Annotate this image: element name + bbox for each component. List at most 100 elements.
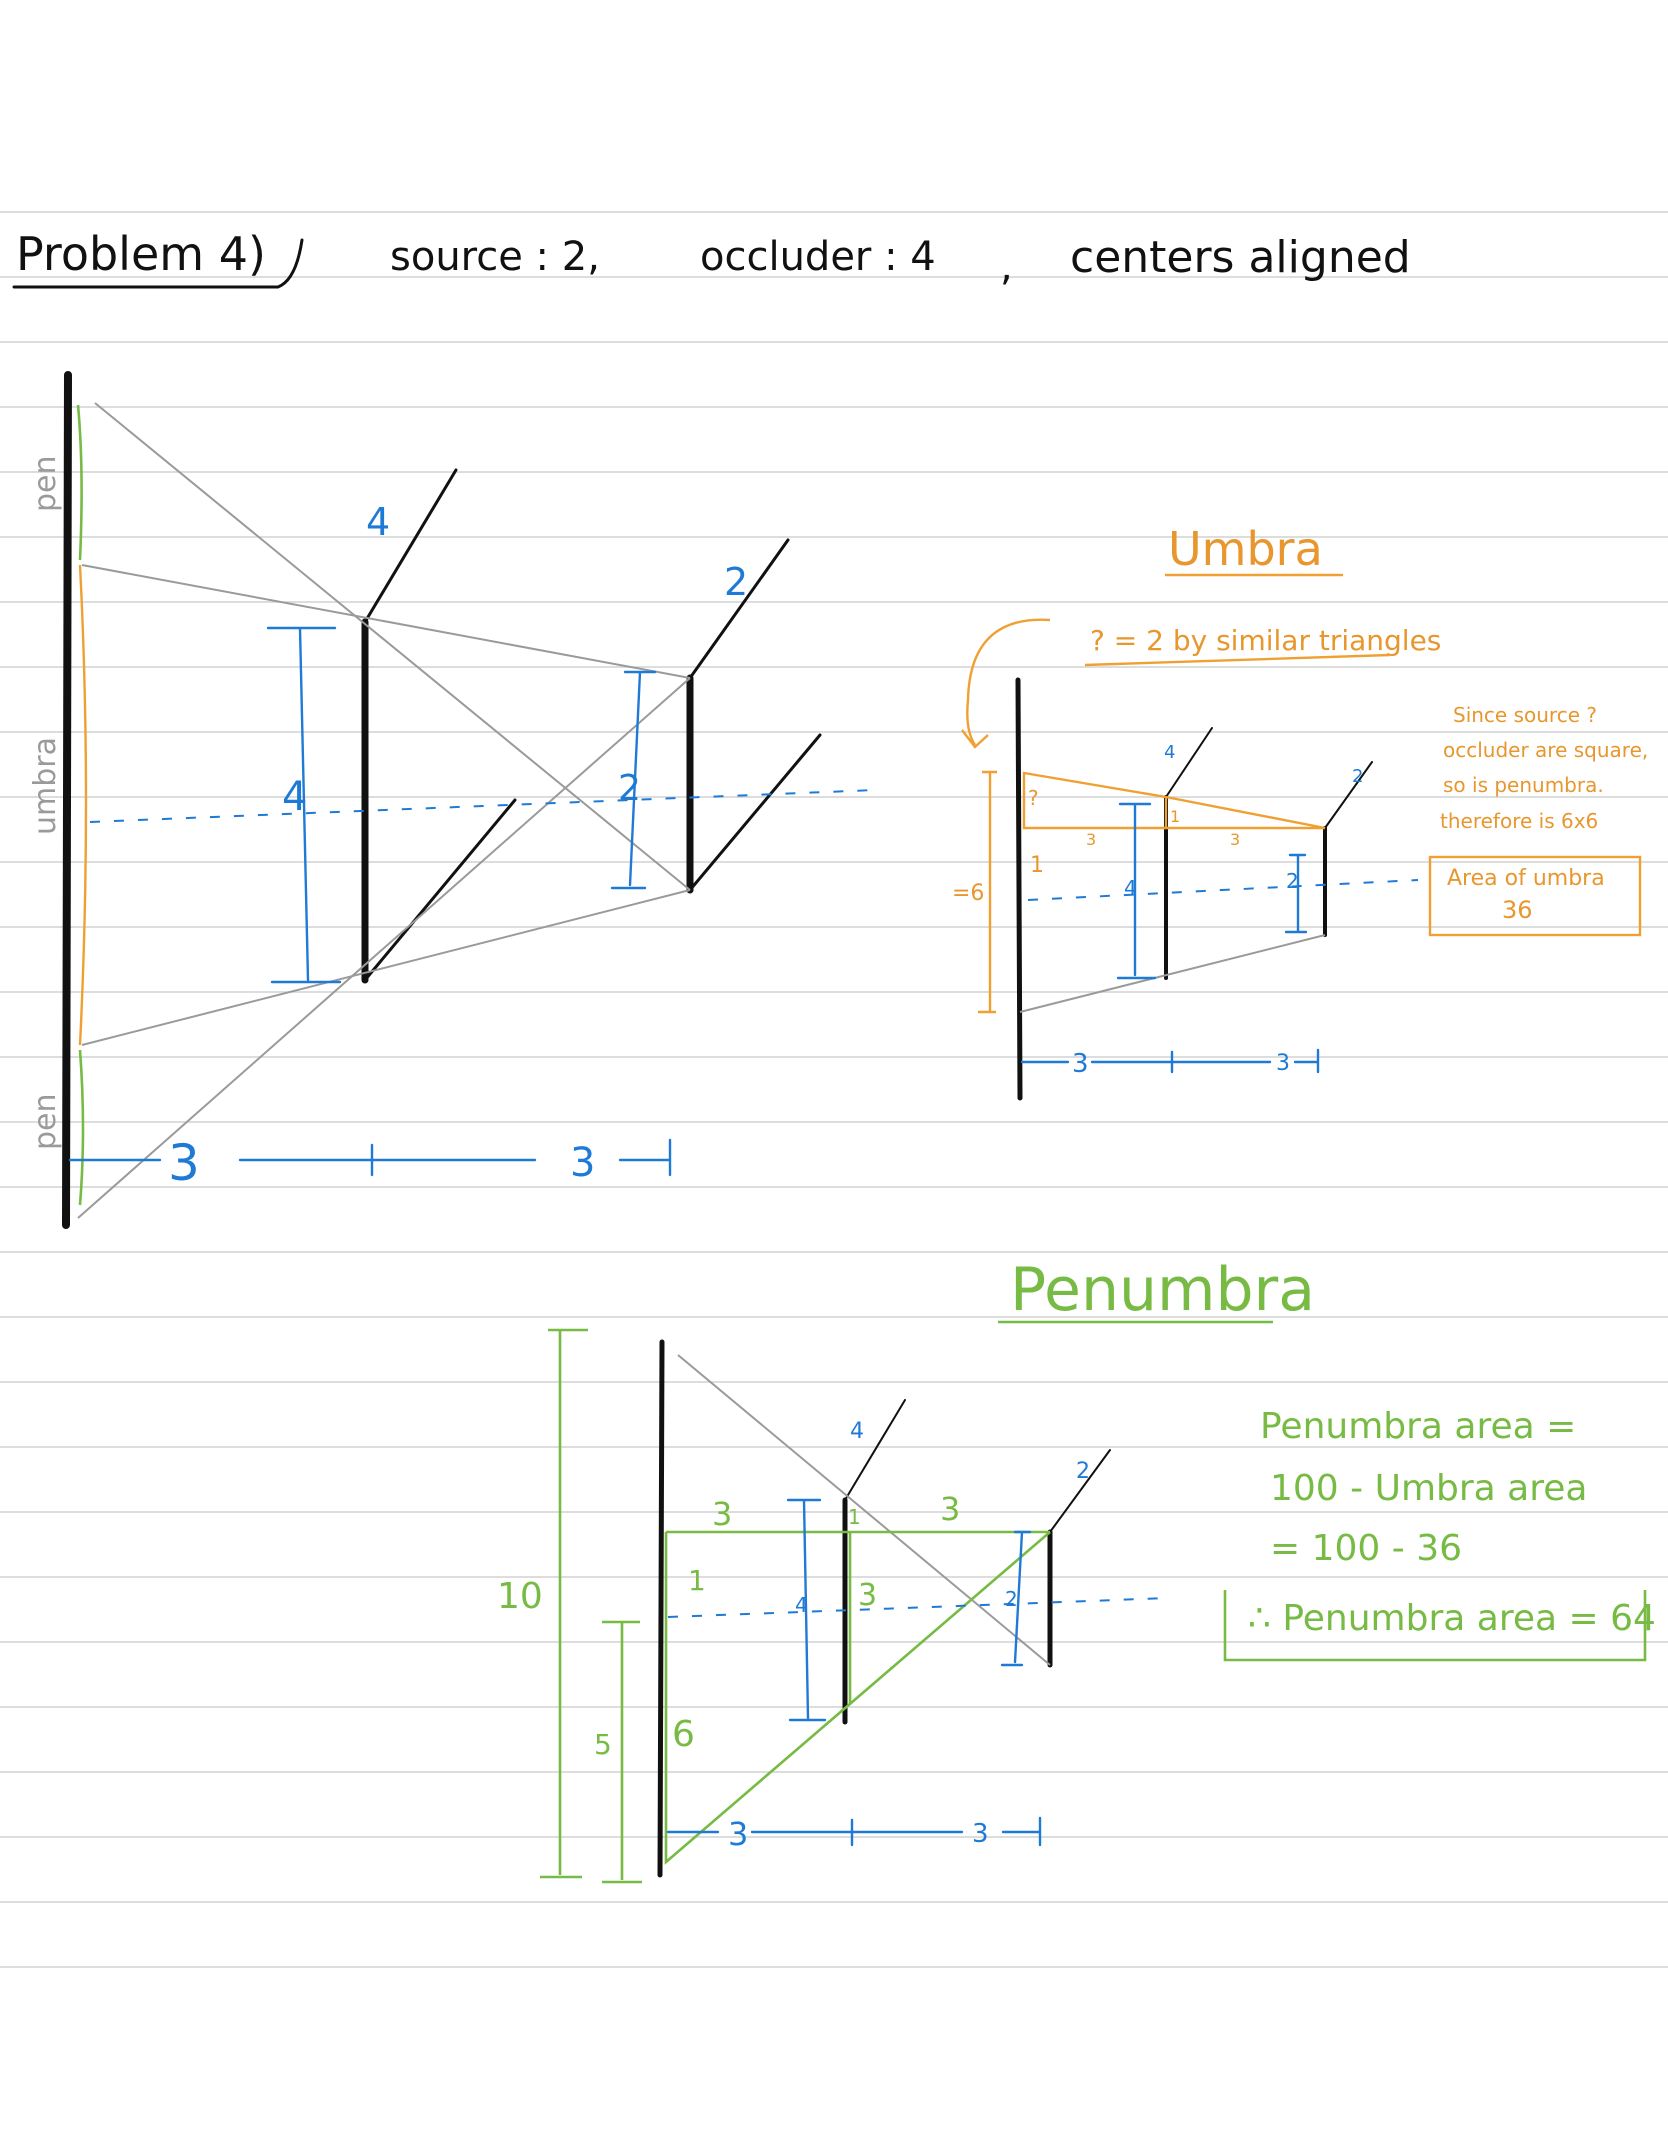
penumbra-source-bracket bbox=[1000, 1530, 1032, 1667]
umbra-dist-left: 3 bbox=[1072, 1049, 1089, 1079]
side-label-pen-bottom: pen bbox=[28, 1093, 63, 1150]
umbra-diagram: Umbra ? = 2 by similar triangles ? 1 3 3… bbox=[952, 522, 1648, 1101]
penumbra-calc-3: = 100 - 36 bbox=[1270, 1528, 1462, 1569]
umbra-explanation-2: occluder are square, bbox=[1443, 738, 1648, 762]
penumbra-result-box bbox=[1223, 1590, 1647, 1662]
umbra-dist-right: 3 bbox=[1276, 1051, 1290, 1076]
shadow-ray bbox=[1019, 934, 1326, 1013]
similar-triangle bbox=[1022, 771, 1326, 830]
umbra-region bbox=[78, 564, 88, 1046]
projection-plane bbox=[62, 371, 72, 1229]
penumbra-three-a: 3 bbox=[712, 1495, 732, 1533]
perspective-ray bbox=[688, 538, 790, 680]
perspective-ray bbox=[844, 1399, 906, 1501]
shadow-ray bbox=[77, 677, 691, 1219]
distance-line bbox=[68, 1138, 672, 1177]
occluder-height-label: 4 bbox=[282, 774, 307, 820]
penumbra-source-size: 2 bbox=[1076, 1459, 1090, 1484]
penumbra-three-c: 3 bbox=[858, 1578, 877, 1613]
umbra-title: Umbra bbox=[1168, 522, 1323, 576]
perspective-ray bbox=[363, 468, 458, 624]
side-label-pen-top: pen bbox=[28, 455, 63, 512]
shadow-ray bbox=[81, 889, 691, 1046]
source-spec: source : 2, bbox=[390, 234, 600, 280]
penumbra-occluder-size: 4 bbox=[850, 1419, 864, 1444]
penumbra-dist-right: 3 bbox=[972, 1819, 989, 1849]
header-comma: , bbox=[1000, 244, 1013, 290]
umbra-explanation-1: Since source ? bbox=[1453, 703, 1597, 727]
umbra-one-b: 1 bbox=[1030, 853, 1044, 878]
triangle-one: 1 bbox=[1170, 807, 1180, 826]
triangle-q: ? bbox=[1028, 786, 1039, 810]
perspective-ray bbox=[1165, 727, 1213, 798]
umbra-area-value: 36 bbox=[1502, 896, 1533, 924]
penumbra-occluder-bracket bbox=[786, 1498, 827, 1722]
umbra-area-label: Area of umbra bbox=[1447, 866, 1605, 891]
umbra-occluder-bracket bbox=[1116, 802, 1157, 980]
penumbra-calc-2: 100 - Umbra area bbox=[1270, 1468, 1587, 1509]
penumbra-five: 5 bbox=[594, 1728, 612, 1761]
umbra-distance-line bbox=[1020, 1048, 1320, 1074]
umbra-total: =6 bbox=[952, 881, 984, 906]
penumbra-one-a: 1 bbox=[848, 1505, 861, 1529]
penumbra-title: Penumbra bbox=[1010, 1255, 1315, 1325]
occluder-size-label: 4 bbox=[366, 500, 390, 544]
triangle-three-a: 3 bbox=[1086, 830, 1096, 849]
main-diagram: 4 2 4 2 pen umbra pen 3 3 bbox=[28, 371, 876, 1229]
dist-right-label: 3 bbox=[570, 1140, 595, 1186]
penumbra-occluder-height: 4 bbox=[795, 1593, 808, 1617]
perspective-ray bbox=[363, 798, 517, 982]
umbra-area-box bbox=[1428, 855, 1642, 937]
umbra-arrow bbox=[961, 618, 1051, 749]
penumbra-one-b: 1 bbox=[688, 1564, 706, 1597]
center-line bbox=[89, 789, 876, 823]
penumbra-five-bracket bbox=[602, 1620, 642, 1884]
penumbra-shape bbox=[664, 1530, 1051, 1865]
occluder-height-bracket bbox=[266, 626, 342, 984]
umbra-source-bracket bbox=[1284, 853, 1308, 934]
penumbra-ten-bracket bbox=[540, 1328, 588, 1879]
umbra-occluder-height: 4 bbox=[1124, 876, 1137, 900]
centers-aligned: centers aligned bbox=[1070, 232, 1411, 283]
umbra-centerline bbox=[1027, 879, 1419, 901]
ruled-lines bbox=[0, 211, 1668, 1968]
shadow-ray bbox=[677, 1354, 1051, 1666]
occluder-spec: occluder : 4 bbox=[700, 234, 936, 280]
penumbra-top-region bbox=[76, 404, 83, 561]
penumbra-ten: 10 bbox=[497, 1576, 543, 1617]
umbra-plane bbox=[1015, 677, 1023, 1101]
umbra-source-size: 2 bbox=[1352, 766, 1363, 787]
umbra-explanation-4: therefore is 6x6 bbox=[1440, 809, 1598, 833]
penumbra-source-height: 2 bbox=[1005, 1587, 1018, 1611]
penumbra-centerline bbox=[667, 1597, 1169, 1618]
penumbra-dist-left: 3 bbox=[728, 1815, 748, 1853]
penumbra-plane bbox=[657, 1339, 665, 1878]
perspective-ray bbox=[1324, 761, 1373, 829]
umbra-total-bracket bbox=[978, 770, 997, 1014]
shadow-ray bbox=[81, 564, 691, 679]
penumbra-six: 6 bbox=[672, 1714, 695, 1755]
side-label-umbra: umbra bbox=[28, 737, 63, 835]
penumbra-diagram: Penumbra 4 2 4 2 3 3 3 1 1 6 5 10 3 3 Pe… bbox=[497, 1255, 1656, 1884]
umbra-note-underline bbox=[1084, 653, 1391, 667]
source-height-bracket bbox=[610, 670, 657, 890]
penumbra-bottom-region bbox=[78, 1049, 85, 1206]
penumbra-three-b: 3 bbox=[940, 1490, 960, 1528]
penumbra-distance-line bbox=[666, 1816, 1042, 1847]
triangle-three-b: 3 bbox=[1230, 830, 1240, 849]
source-size-label: 2 bbox=[724, 560, 748, 604]
problem-title: Problem 4) bbox=[16, 227, 266, 281]
penumbra-calc-1: Penumbra area = bbox=[1260, 1406, 1576, 1447]
perspective-ray bbox=[688, 733, 822, 892]
umbra-source-height: 2 bbox=[1286, 869, 1299, 893]
penumbra-result: ∴ Penumbra area = 64 bbox=[1248, 1598, 1656, 1639]
umbra-explanation-3: so is penumbra. bbox=[1443, 773, 1604, 797]
shadow-ray bbox=[94, 402, 691, 891]
perspective-ray bbox=[1049, 1449, 1111, 1533]
umbra-note: ? = 2 by similar triangles bbox=[1090, 624, 1441, 657]
dist-left-label: 3 bbox=[168, 1134, 200, 1192]
header: Problem 4) source : 2, occluder : 4 , ce… bbox=[12, 227, 1411, 290]
source-height-label: 2 bbox=[618, 768, 641, 809]
title-underline bbox=[12, 238, 304, 289]
